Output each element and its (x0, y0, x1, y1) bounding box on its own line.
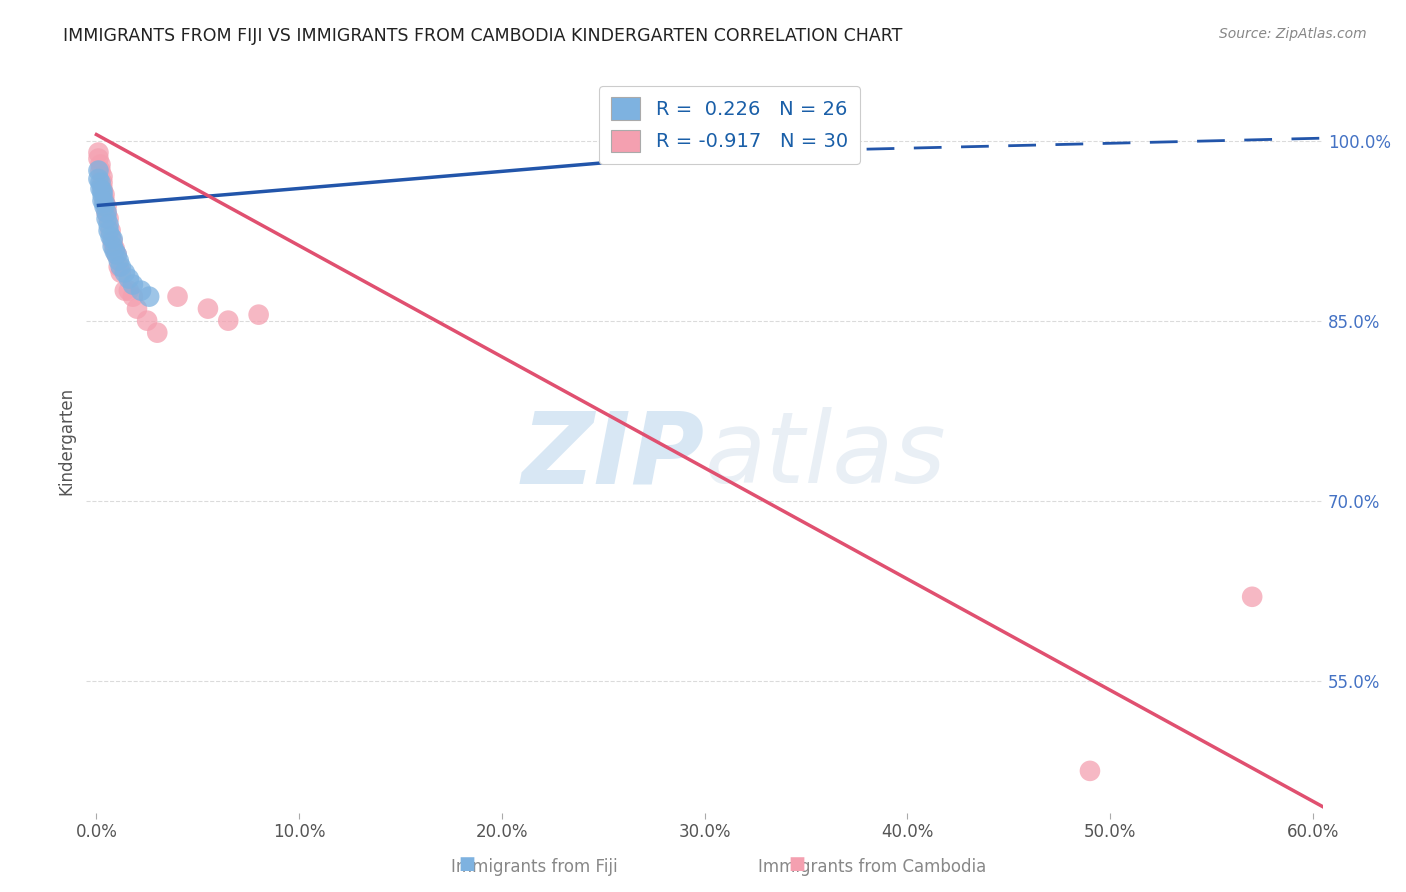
Point (89, 176, 111, 190)
Point (91, 187, 114, 202)
Point (93, 200, 115, 214)
Point (91, 169, 114, 184)
Y-axis label: Kindergarten: Kindergarten (58, 386, 75, 495)
Point (101, 235, 124, 249)
Point (93, 196, 115, 211)
Point (104, 242, 127, 256)
Point (138, 290, 160, 304)
Point (91, 181, 114, 195)
Text: Immigrants from Cambodia: Immigrants from Cambodia (758, 858, 986, 876)
Point (97, 211, 120, 226)
Point (87, 145, 110, 160)
Point (105, 247, 128, 261)
Point (101, 239, 124, 253)
Text: IMMIGRANTS FROM FIJI VS IMMIGRANTS FROM CAMBODIA KINDERGARTEN CORRELATION CHART: IMMIGRANTS FROM FIJI VS IMMIGRANTS FROM … (63, 27, 903, 45)
Point (110, 260, 132, 274)
Point (107, 260, 129, 274)
Point (125, 301, 148, 316)
Point (96, 205, 118, 219)
Point (217, 313, 239, 327)
Point (100, 224, 122, 238)
Point (118, 271, 141, 285)
Point (89, 163, 111, 178)
Point (87, 163, 110, 178)
Point (146, 326, 169, 340)
Point (197, 301, 219, 316)
Text: Source: ZipAtlas.com: Source: ZipAtlas.com (1219, 27, 1367, 41)
Point (89, 181, 111, 195)
Point (129, 284, 152, 298)
Point (100, 229, 122, 244)
Text: atlas: atlas (704, 407, 946, 504)
Point (110, 266, 132, 280)
Point (96, 205, 118, 219)
Point (97, 224, 120, 238)
Point (166, 290, 188, 304)
Point (714, 131, 737, 145)
Point (96, 211, 118, 226)
Point (1241, 590, 1264, 604)
Point (122, 290, 145, 304)
Text: ■: ■ (458, 855, 475, 873)
Point (118, 284, 141, 298)
Point (91, 184, 114, 198)
Point (89, 157, 111, 171)
Point (247, 308, 270, 322)
Point (93, 194, 115, 208)
Point (91, 194, 114, 208)
Point (107, 253, 129, 268)
Point (114, 284, 136, 298)
Point (1078, 764, 1101, 778)
Point (122, 277, 145, 292)
Point (91, 176, 114, 190)
Point (101, 232, 124, 246)
Text: Immigrants from Fiji: Immigrants from Fiji (451, 858, 617, 876)
Text: ■: ■ (789, 855, 806, 873)
Point (97, 218, 120, 232)
Text: ZIP: ZIP (522, 407, 704, 504)
Point (93, 187, 115, 202)
Point (114, 266, 136, 280)
Legend: R =  0.226   N = 26, R = -0.917   N = 30: R = 0.226 N = 26, R = -0.917 N = 30 (599, 86, 859, 163)
Point (105, 247, 128, 261)
Point (87, 152, 110, 166)
Point (104, 244, 127, 258)
Point (136, 313, 159, 327)
Point (96, 200, 118, 214)
Point (87, 172, 110, 186)
